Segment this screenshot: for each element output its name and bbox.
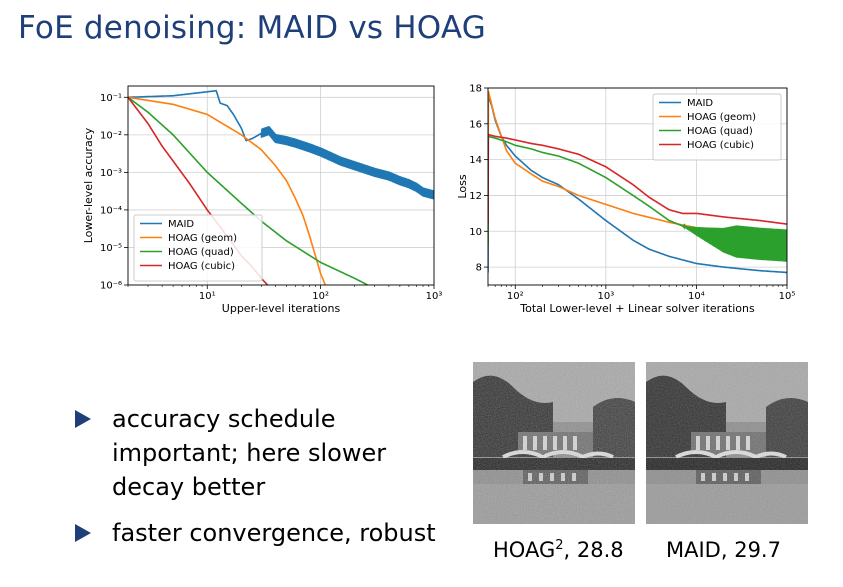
x-axis-label: Total Lower-level + Linear solver iterat… [519,302,755,315]
slide-title: FoE denoising: MAID vs HOAG [18,10,486,46]
x-tick-label: 10¹ [199,291,216,302]
y-tick-label: 8 [476,263,482,274]
legend-entry: MAID [168,219,194,230]
maid-image-caption: MAID, 29.7 [666,538,781,562]
y-tick-label: 10⁻² [100,130,122,141]
series-line-maid [488,95,787,274]
y-tick-label: 10⁻¹ [100,93,122,104]
legend-entry: HOAG (cubic) [687,140,754,151]
legend-box [133,214,263,282]
legend: MAID HOAG (geom) HOAG (quad) HOAG (cubic) [652,93,782,161]
series-line-hoag-geom [128,96,327,285]
caption-score: , 28.8 [563,538,624,562]
x-axis-label: Upper-level iterations [222,302,341,315]
legend-entry: MAID [687,98,713,109]
x-tick-label: 10⁴ [688,291,705,302]
legend: MAID HOAG (geom) HOAG (quad) HOAG (cubic) [133,214,263,282]
maid-denoised-image [646,362,808,524]
caption-name: HOAG [493,538,556,562]
bullet-text: accuracy schedule important; here slower… [112,405,387,501]
caption-superscript: 2 [555,538,564,553]
x-tick-label: 10³ [597,291,614,302]
series-line-hoag-cubic [488,133,787,225]
y-tick-label: 18 [469,84,482,95]
caption-name: MAID [666,538,721,562]
bullet-text: faster convergence, robust [112,519,436,547]
y-tick-label: 10⁻⁶ [100,281,122,292]
y-axis-label: Loss [456,174,469,198]
legend-entry: HOAG (geom) [168,233,237,244]
series-line-hoag-quad [488,135,787,262]
y-tick-label: 16 [469,119,482,130]
bullet-item: accuracy schedule important; here slower… [75,402,452,504]
x-tick-label: 10⁵ [779,291,796,302]
y-tick-label: 10⁻⁵ [100,243,122,254]
bullet-list: accuracy schedule important; here slower… [75,402,452,562]
series-line-maid [128,89,434,200]
hoag-denoised-image [473,362,635,524]
legend-box [652,93,782,161]
bullet-triangle-icon [75,410,91,428]
caption-score: , 29.7 [720,538,781,562]
x-tick-label: 10² [507,291,524,302]
plot-frame [487,87,788,286]
accuracy-chart: 10¹ 10² 10³ 10⁻⁶ 10⁻⁵ 10⁻⁴ 10⁻³ 10⁻² 10⁻¹ Upper-l… [82,85,443,315]
bullet-triangle-icon [75,524,91,542]
legend-entry: HOAG (geom) [687,112,756,123]
x-tick-label: 10² [312,291,329,302]
y-tick-label: 10⁻⁴ [100,205,122,216]
plot-frame [127,85,435,286]
y-tick-label: 10⁻³ [100,168,122,179]
loss-chart: 10² 10³ 10⁴ 10⁵ 8 10 12 14 16 18 Total Lower-level… [456,84,796,316]
y-axis-label: Lower-level accuracy [82,127,95,243]
x-tick-label: 10³ [426,291,443,302]
legend-entry: HOAG (cubic) [168,261,235,272]
series-line-hoag-quad [128,96,369,285]
legend-entry: HOAG (quad) [687,126,753,137]
legend-entry: HOAG (quad) [168,247,234,258]
hoag-image-caption: HOAG2, 28.8 [493,538,624,562]
y-tick-label: 10 [469,227,482,238]
bullet-item: faster convergence, robust [75,516,452,550]
y-tick-label: 14 [469,155,482,166]
y-tick-label: 12 [469,191,482,202]
